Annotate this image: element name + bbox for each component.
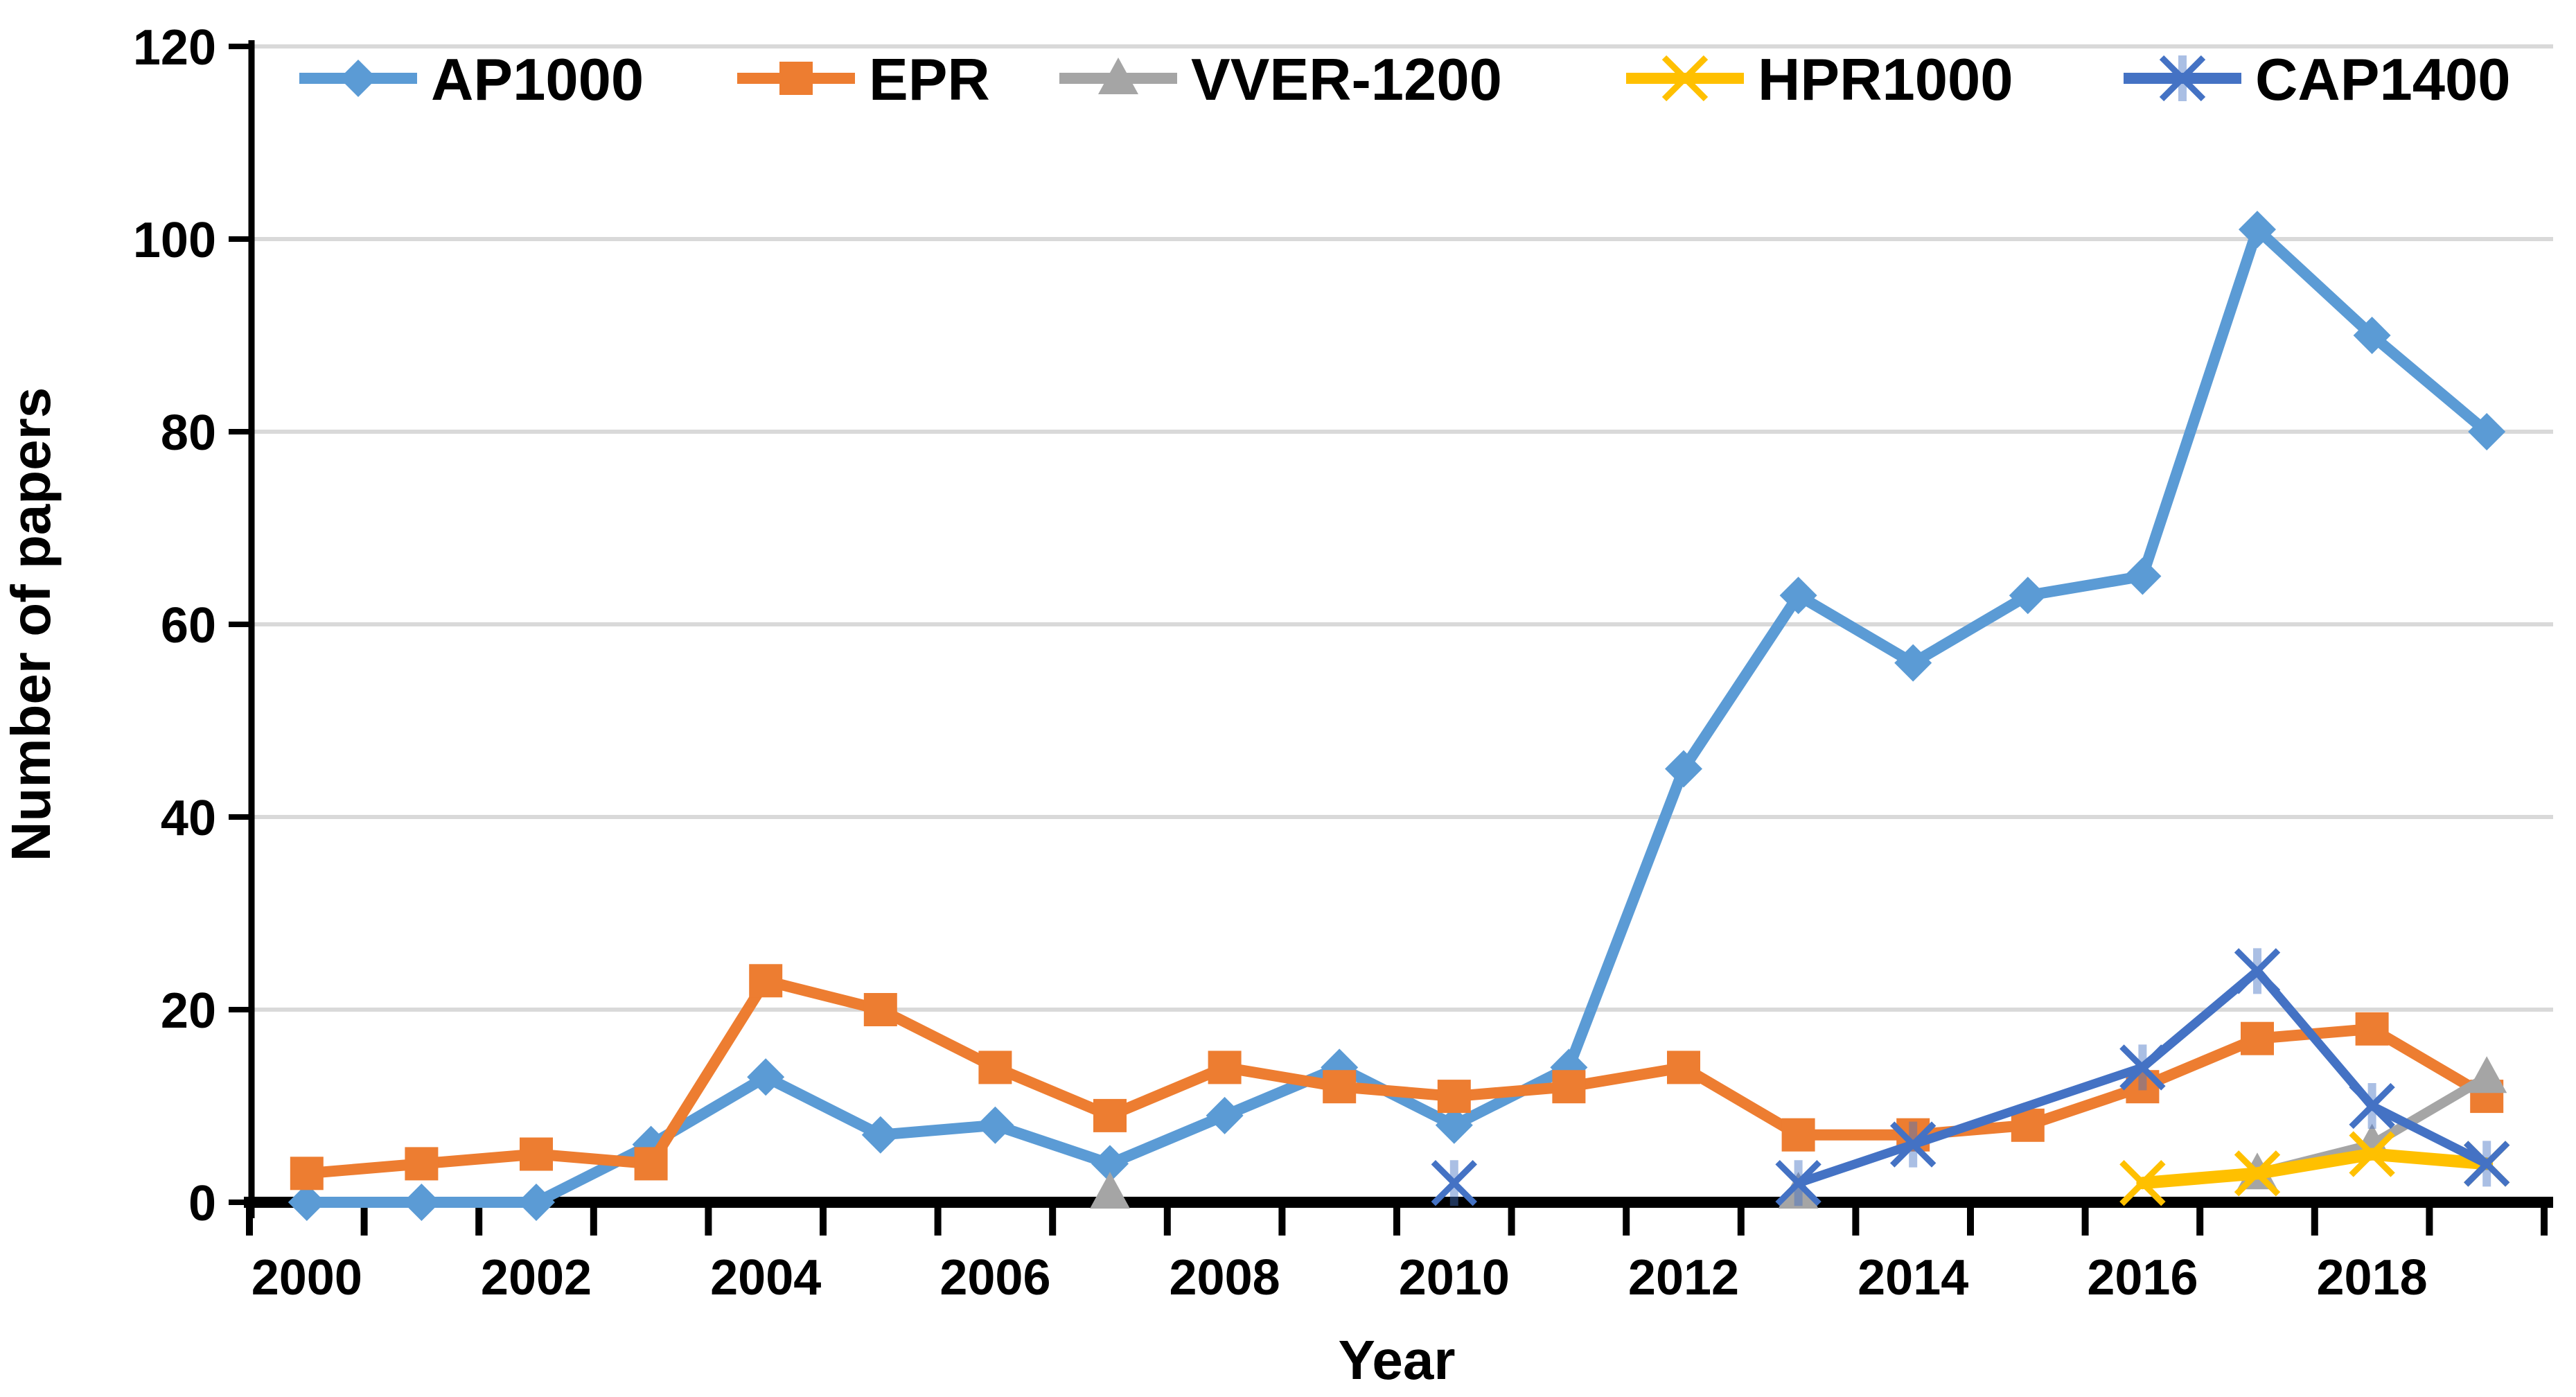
x-tick-label-2008: 2008 (1170, 1250, 1280, 1306)
marker-hpr1000-2017 (2234, 1150, 2281, 1197)
marker-cap1400-2013 (1775, 1160, 1821, 1206)
marker-epr-2000 (290, 1157, 324, 1190)
x-tick-label-2010: 2010 (1399, 1250, 1510, 1306)
legend-marker-hpr1000 (1661, 55, 1709, 102)
marker-cap1400-2016 (2119, 1044, 2166, 1091)
marker-epr-2001 (405, 1147, 439, 1181)
y-tick-label-80: 80 (161, 405, 216, 461)
legend-item-epr: EPR (737, 47, 990, 113)
x-tick-label-2014: 2014 (1858, 1250, 1968, 1306)
legend-item-cap1400: CAP1400 (2124, 47, 2511, 113)
marker-cap1400-2010 (1431, 1160, 1477, 1206)
marker-ap1000-2001 (403, 1184, 441, 1221)
marker-hpr1000-2016 (2119, 1160, 2166, 1206)
legend-marker-cap1400 (2159, 55, 2206, 102)
y-tick-label-40: 40 (161, 791, 216, 846)
marker-epr-2018 (2355, 1012, 2389, 1046)
y-tick-label-120: 120 (133, 20, 216, 76)
legend-label-ap1000: AP1000 (431, 47, 644, 113)
x-tick-label-2004: 2004 (710, 1250, 821, 1306)
x-tick-label-2016: 2016 (2087, 1250, 2198, 1306)
marker-hpr1000-2018 (2349, 1131, 2395, 1177)
marker-cap1400-2017 (2234, 948, 2281, 994)
series-epr (290, 964, 2504, 1190)
legend-marker-epr (779, 62, 813, 95)
marker-ap1000-2000 (288, 1184, 326, 1221)
series-line-epr (301, 975, 2493, 1179)
marker-epr-2011 (1552, 1070, 1586, 1104)
x-tick-label-2002: 2002 (481, 1250, 592, 1306)
legend-marker-vver-1200 (1098, 58, 1138, 94)
marker-epr-2007 (1093, 1098, 1127, 1132)
marker-ap1000-2006 (976, 1106, 1014, 1144)
marker-vver-1200-2019 (2467, 1056, 2507, 1093)
marker-epr-2005 (863, 993, 897, 1026)
x-axis-title: Year (1338, 1329, 1455, 1391)
axes-layer (229, 40, 2553, 1236)
legend-label-cap1400: CAP1400 (2255, 47, 2511, 113)
marker-epr-2004 (749, 964, 783, 998)
y-tick-label-100: 100 (133, 213, 216, 268)
marker-ap1000-2016 (2124, 557, 2162, 595)
legend-label-vver-1200: VVER-1200 (1191, 47, 1502, 113)
y-tick-label-60: 60 (161, 598, 216, 653)
marker-ap1000-2005 (861, 1116, 899, 1154)
legend-item-ap1000: AP1000 (299, 47, 644, 113)
y-tick-label-0: 0 (188, 1176, 216, 1231)
marker-ap1000-2010 (1435, 1106, 1473, 1144)
marker-ap1000-2008 (1206, 1096, 1244, 1134)
marker-epr-2008 (1208, 1051, 1242, 1084)
marker-epr-2003 (634, 1147, 668, 1181)
marker-epr-2012 (1667, 1051, 1700, 1084)
marker-epr-2002 (520, 1137, 553, 1171)
series-cap1400 (1431, 948, 2510, 1206)
marker-epr-2010 (1437, 1080, 1471, 1114)
tick-labels-layer: 0 20 40 60 80 100 120 2000 2002 2004 2006 2008 2010 2… (133, 20, 2428, 1306)
x-tick-label-2012: 2012 (1628, 1250, 1739, 1306)
marker-vver-1200-2013 (1778, 1172, 1819, 1209)
series-line-hpr1000 (2136, 1148, 2494, 1190)
marker-ap1000-2015 (2009, 577, 2047, 615)
marker-ap1000-2002 (518, 1184, 555, 1221)
x-tick-label-2018: 2018 (2317, 1250, 2428, 1306)
marker-cap1400-2018 (2349, 1082, 2395, 1130)
series-layer (288, 211, 2510, 1221)
marker-ap1000-2017 (2239, 211, 2276, 249)
legend-label-epr: EPR (869, 47, 990, 113)
legend: AP1000 EPR VVER-1200 HPR1000 CAP1400 (299, 47, 2511, 113)
marker-epr-2006 (978, 1051, 1012, 1084)
marker-ap1000-2004 (747, 1058, 785, 1096)
marker-ap1000-2018 (2353, 317, 2391, 354)
marker-ap1000-2014 (1894, 644, 1932, 682)
y-tick-label-20: 20 (161, 983, 216, 1039)
marker-epr-2009 (1323, 1070, 1357, 1104)
marker-epr-2013 (1781, 1118, 1815, 1152)
x-tick-label-2006: 2006 (939, 1250, 1050, 1306)
x-tick-label-2000: 2000 (252, 1250, 362, 1306)
y-axis-title: Number of papers (0, 387, 62, 862)
legend-item-vver-1200: VVER-1200 (1059, 47, 1502, 113)
series-line-cap1400 (1794, 966, 2491, 1188)
marker-ap1000-2019 (2468, 413, 2506, 450)
marker-vver-1200-2007 (1090, 1172, 1130, 1209)
marker-ap1000-2012 (1665, 750, 1702, 788)
legend-label-hpr1000: HPR1000 (1758, 47, 2013, 113)
marker-cap1400-2014 (1890, 1121, 1937, 1168)
marker-ap1000-2013 (1779, 577, 1817, 615)
legend-marker-ap1000 (339, 60, 377, 97)
legend-item-hpr1000: HPR1000 (1626, 47, 2013, 113)
marker-ap1000-2007 (1091, 1145, 1129, 1183)
marker-epr-2017 (2241, 1021, 2274, 1055)
marker-cap1400-2019 (2464, 1141, 2510, 1187)
gridlines-layer (244, 44, 2553, 1012)
